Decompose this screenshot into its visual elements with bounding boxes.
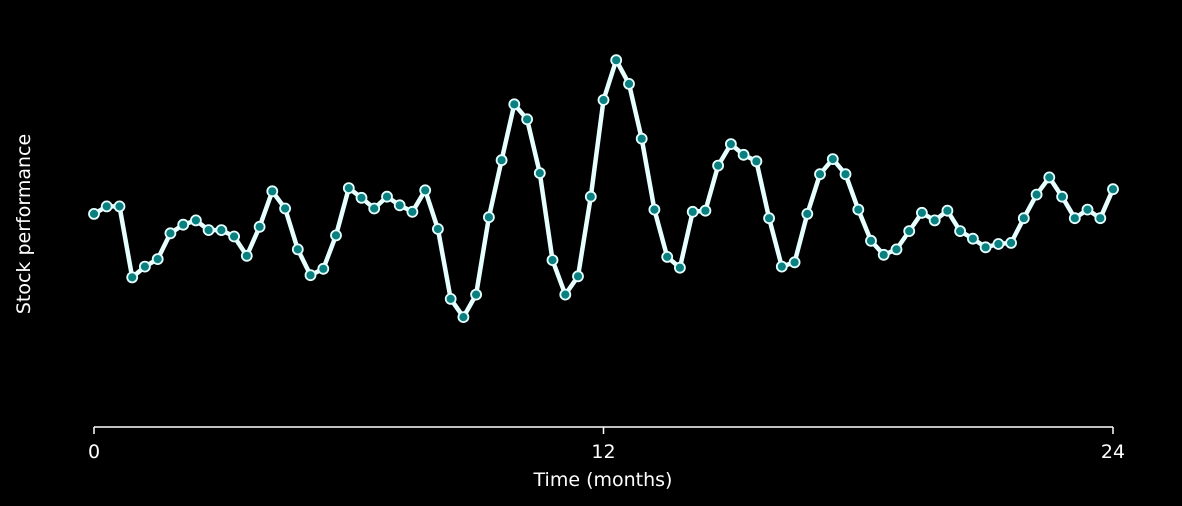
data-point [916, 206, 928, 219]
data-point [266, 185, 279, 198]
data-point [979, 241, 992, 254]
data-point [406, 205, 419, 218]
x-tick-label: 12 [591, 441, 615, 463]
data-point [572, 270, 584, 283]
data-point [1056, 190, 1068, 203]
data-point [1030, 188, 1043, 201]
data-point [215, 224, 228, 237]
data-point [814, 168, 826, 181]
data-point [202, 224, 215, 237]
data-point [431, 223, 444, 235]
data-point [801, 207, 814, 220]
data-point [903, 225, 916, 238]
data-point [482, 211, 495, 224]
data-point [1094, 212, 1107, 225]
data-point [865, 234, 877, 247]
data-point [151, 253, 164, 266]
x-axis: 0 12 24 [88, 426, 1125, 463]
data-point [725, 138, 737, 151]
data-point [508, 98, 521, 111]
data-point [661, 250, 674, 263]
x-ticks: 0 12 24 [88, 427, 1125, 463]
data-point [610, 54, 623, 67]
data-point [113, 200, 126, 213]
data-point [228, 230, 241, 243]
data-point [368, 202, 381, 215]
data-point [88, 207, 100, 220]
data-point [279, 202, 292, 215]
data-point [737, 148, 750, 161]
data-point [189, 214, 202, 227]
data-point [546, 254, 559, 267]
data-point [1081, 203, 1094, 216]
data-point [393, 199, 406, 212]
data-point [750, 155, 763, 168]
data-point [928, 214, 941, 227]
data-point [330, 229, 342, 242]
data-point [941, 204, 954, 217]
data-point [240, 249, 253, 262]
data-point [1068, 212, 1081, 225]
data-point [342, 182, 355, 195]
data-point [291, 243, 304, 256]
data-point [852, 203, 865, 216]
data-point [1043, 171, 1056, 184]
data-point [954, 225, 966, 238]
data-point [1017, 212, 1030, 225]
data-point [521, 113, 533, 126]
data-point [177, 218, 190, 231]
data-point [355, 191, 368, 204]
data-point [712, 159, 724, 172]
data-point [457, 311, 470, 324]
data-point [674, 261, 686, 274]
x-tick-label: 24 [1101, 441, 1125, 463]
data-point [444, 292, 457, 305]
data-point [686, 205, 699, 218]
data-point [164, 227, 177, 240]
data-point [126, 271, 139, 284]
data-point [877, 248, 890, 261]
data-point [533, 167, 546, 180]
data-point [470, 288, 483, 301]
data-point [584, 190, 597, 203]
data-point [317, 262, 330, 275]
data-point [992, 238, 1005, 250]
data-point [495, 154, 508, 167]
data-point [699, 204, 712, 217]
series-layer [88, 54, 1119, 324]
data-point [253, 220, 266, 233]
x-axis-label: Time (months) [533, 469, 673, 491]
data-point [648, 203, 661, 216]
x-tick-label: 0 [88, 441, 100, 463]
data-point [839, 168, 852, 181]
data-point [635, 132, 648, 145]
data-point [1107, 183, 1119, 196]
data-point [419, 184, 432, 197]
data-point [1005, 236, 1017, 249]
data-point [826, 153, 839, 166]
data-point [788, 256, 801, 269]
data-point [763, 212, 775, 225]
plot-area [88, 54, 1119, 324]
data-point [597, 94, 610, 106]
data-point [559, 288, 572, 301]
data-point [890, 243, 903, 256]
data-point [100, 200, 113, 213]
data-point [138, 260, 151, 273]
data-point [623, 78, 635, 90]
data-point [967, 232, 979, 245]
data-point [381, 190, 393, 203]
data-point [775, 260, 788, 273]
data-point [304, 269, 317, 282]
y-axis-label: Stock performance [13, 134, 35, 314]
